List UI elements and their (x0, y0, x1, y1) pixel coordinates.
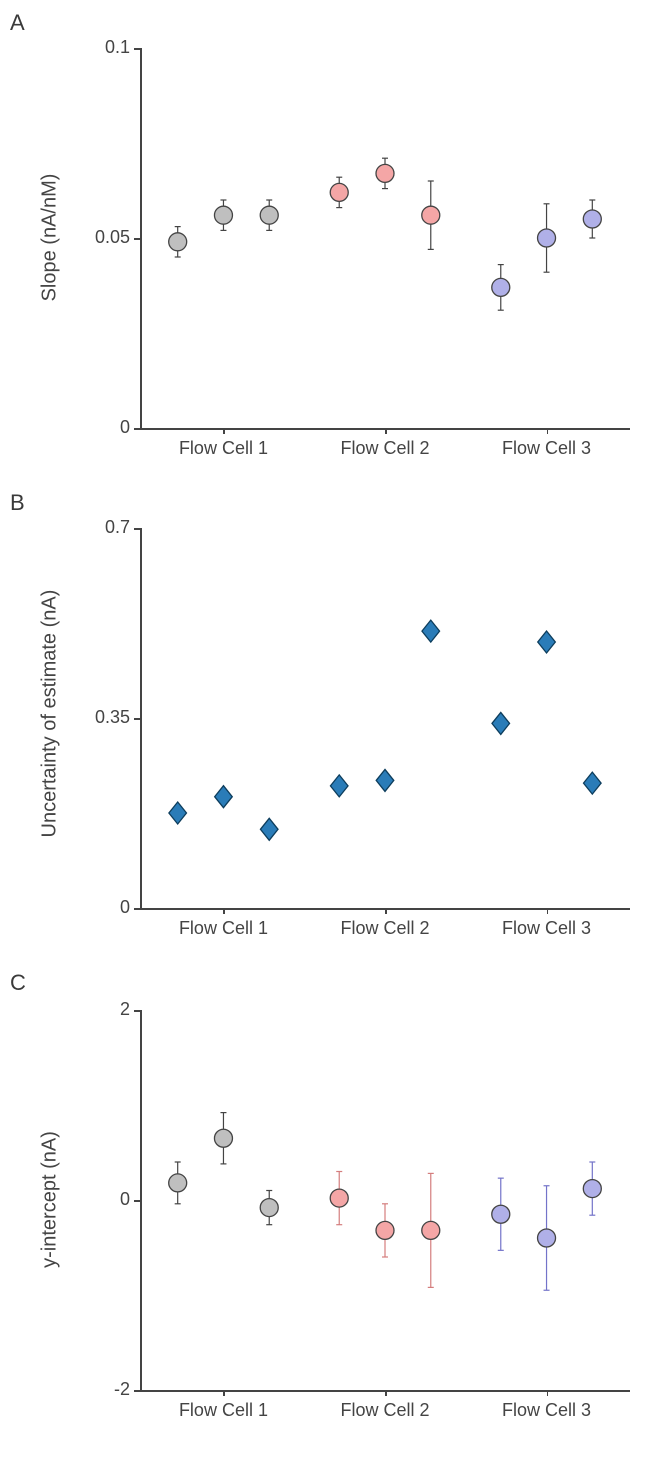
data-point (330, 183, 348, 201)
panel-label-A: A (10, 10, 25, 36)
panel-A-plot (140, 48, 630, 428)
ytick-label: 0.7 (105, 517, 130, 538)
panel-label-C: C (10, 970, 26, 996)
x-category-label: Flow Cell 1 (153, 1400, 293, 1421)
data-point (376, 1221, 394, 1239)
data-point (492, 278, 510, 296)
ytick (134, 908, 140, 910)
xtick (223, 428, 225, 434)
data-point (492, 712, 510, 734)
data-point (215, 786, 233, 808)
xtick (547, 428, 549, 434)
x-category-label: Flow Cell 1 (153, 438, 293, 459)
y-axis-label: Uncertainty of estimate (nA) (39, 598, 62, 838)
data-point (422, 1221, 440, 1239)
data-point (214, 206, 232, 224)
ytick-label: 0 (120, 897, 130, 918)
ytick (134, 1390, 140, 1392)
data-point (538, 631, 556, 653)
data-point (260, 206, 278, 224)
xtick (223, 1390, 225, 1396)
figure: A 0 0.05 0.1 Slope (nA/nM) Flow Cell 1 Flow Ce… (0, 0, 666, 1457)
xtick (385, 908, 387, 914)
data-point (584, 772, 602, 794)
data-point (376, 164, 394, 182)
ytick-label: 0.1 (105, 37, 130, 58)
x-category-label: Flow Cell 2 (315, 438, 455, 459)
data-point (169, 233, 187, 251)
ytick-label: 2 (120, 999, 130, 1020)
x-category-label: Flow Cell 3 (477, 1400, 617, 1421)
ytick-label: 0.05 (95, 227, 130, 248)
ytick-label: 0 (120, 417, 130, 438)
data-point (583, 1180, 601, 1198)
data-point (422, 206, 440, 224)
xtick (223, 908, 225, 914)
ytick-label: 0 (120, 1189, 130, 1210)
x-category-label: Flow Cell 1 (153, 918, 293, 939)
x-category-label: Flow Cell 3 (477, 918, 617, 939)
ytick (134, 428, 140, 430)
data-point (538, 229, 556, 247)
panel-C-plot (140, 1010, 630, 1390)
xtick (385, 428, 387, 434)
data-point (260, 1199, 278, 1217)
data-point (330, 775, 348, 797)
x-category-label: Flow Cell 2 (315, 918, 455, 939)
data-point (583, 210, 601, 228)
data-point (260, 818, 278, 840)
xtick (547, 908, 549, 914)
data-point (422, 620, 440, 642)
panel-B-plot (140, 528, 630, 908)
data-point (169, 1174, 187, 1192)
data-point (169, 802, 187, 824)
y-axis-label: Slope (nA/nM) (39, 118, 62, 358)
data-point (538, 1229, 556, 1247)
ytick-label: -2 (114, 1379, 130, 1400)
panel-label-B: B (10, 490, 25, 516)
x-category-label: Flow Cell 2 (315, 1400, 455, 1421)
x-category-label: Flow Cell 3 (477, 438, 617, 459)
xtick (547, 1390, 549, 1396)
data-point (214, 1129, 232, 1147)
data-point (492, 1205, 510, 1223)
xtick (385, 1390, 387, 1396)
data-point (330, 1189, 348, 1207)
y-axis-label: y-intercept (nA) (39, 1080, 62, 1320)
data-point (376, 769, 394, 791)
ytick-label: 0.35 (95, 707, 130, 728)
